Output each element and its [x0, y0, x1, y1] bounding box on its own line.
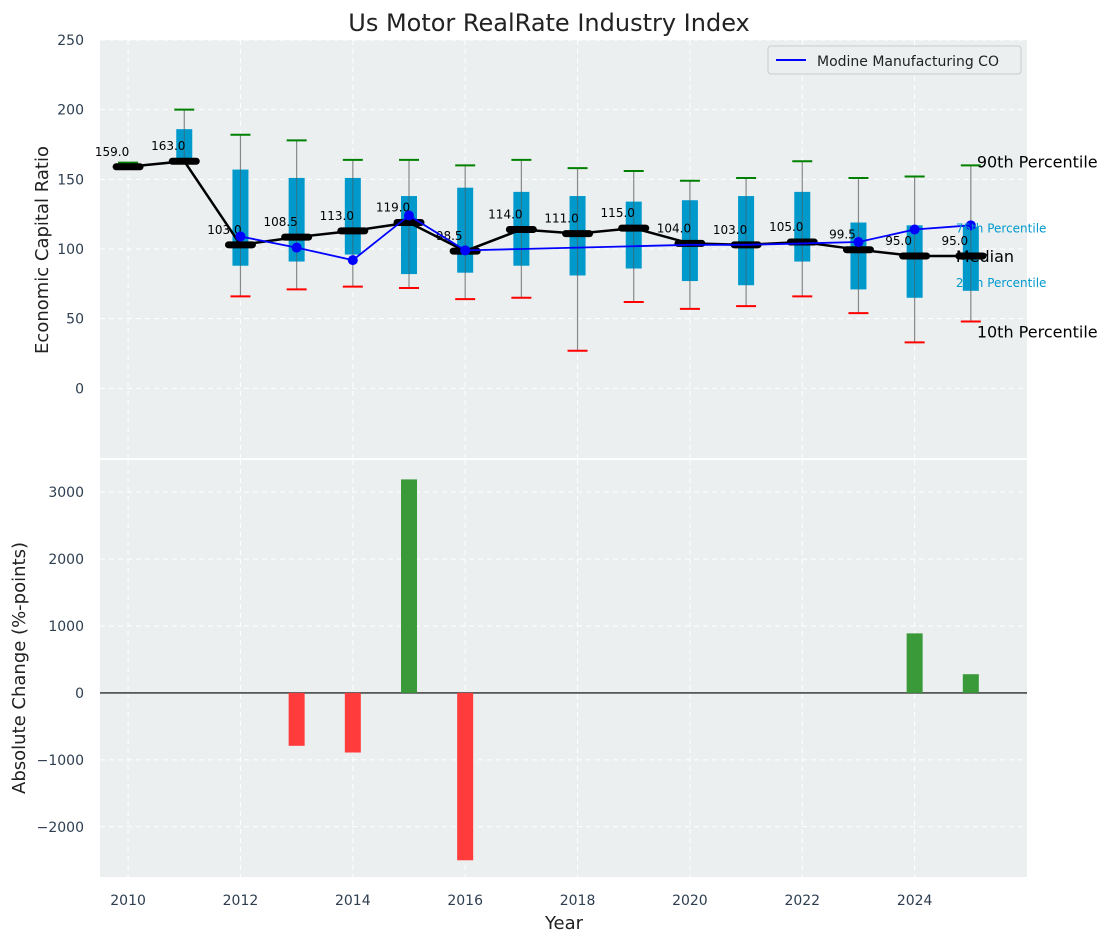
company-point: [291, 242, 302, 253]
top-y-tick-label: 150: [57, 172, 84, 188]
change-bar: [906, 633, 923, 693]
median-data-label: 108.5: [263, 215, 297, 229]
bottom-y-tick-label: 0: [75, 686, 84, 702]
x-axis-label: Year: [544, 913, 584, 934]
annotation-p25: 25th Percentile: [956, 276, 1047, 290]
bottom-y-tick-label: −1000: [37, 753, 84, 769]
median-data-label: 103.0: [713, 223, 747, 237]
x-tick-label: 2024: [897, 893, 933, 909]
company-point: [853, 237, 864, 248]
median-data-label: 103.0: [207, 223, 241, 237]
x-tick-label: 2010: [110, 893, 146, 909]
top-y-tick-label: 50: [66, 312, 84, 328]
chart-title: Us Motor RealRate Industry Index: [348, 9, 750, 37]
company-point: [965, 220, 976, 231]
median-data-label: 95.0: [885, 234, 912, 248]
median-data-label: 104.0: [657, 221, 691, 235]
change-bar: [962, 674, 979, 693]
median-data-label: 95.0: [941, 234, 968, 248]
median-data-label: 114.0: [488, 207, 522, 221]
median-line: [127, 159, 971, 258]
change-bar: [401, 479, 417, 693]
x-tick-label: 2012: [223, 893, 259, 909]
median-data-label: 99.5: [829, 228, 856, 242]
x-tick-label: 2020: [672, 893, 708, 909]
median-data-label: 119.0: [376, 201, 410, 215]
x-tick-label: 2014: [335, 893, 371, 909]
median-data-label: 163.0: [151, 139, 185, 153]
bottom-y-tick-label: 2000: [48, 552, 84, 568]
bottom-y-tick-label: −2000: [37, 820, 84, 836]
bottom-plot-area: [100, 460, 1027, 877]
bottom-y-tick-label: 1000: [48, 619, 84, 635]
median-data-label: 111.0: [544, 212, 578, 226]
change-bar: [344, 692, 361, 753]
top-y-axis-label: Economic Capital Ratio: [32, 146, 53, 354]
company-point: [909, 224, 920, 235]
bottom-y-axis-label: Absolute Change (%-points): [9, 542, 30, 794]
median-data-label: 113.0: [320, 209, 354, 223]
annotation-median: Median: [956, 247, 1014, 266]
x-tick-label: 2018: [560, 893, 596, 909]
company-point: [347, 255, 358, 266]
annotation-p75: 75th Percentile: [956, 222, 1047, 236]
top-y-tick-label: 100: [57, 242, 84, 258]
top-y-tick-label: 200: [57, 103, 84, 119]
median-data-label: 115.0: [601, 206, 635, 220]
company-point: [404, 210, 414, 221]
median-data-label: 98.5: [436, 229, 463, 243]
x-tick-label: 2016: [447, 893, 483, 909]
median-data-label: 159.0: [95, 145, 129, 159]
median-data-label: 105.0: [769, 220, 803, 234]
change-bar: [457, 692, 474, 861]
legend-box: [767, 45, 1022, 75]
company-line: [240, 214, 971, 262]
x-tick-label: 2022: [784, 893, 820, 909]
change-bar: [288, 692, 305, 746]
legend-company-label: Modine Manufacturing CO: [817, 54, 999, 70]
company-point: [235, 231, 246, 242]
annotation-p10: 10th Percentile: [977, 322, 1098, 341]
annotation-p90: 90th Percentile: [977, 152, 1098, 171]
company-point: [460, 245, 471, 256]
bottom-y-tick-label: 3000: [48, 485, 84, 501]
top-y-tick-label: 0: [75, 381, 84, 397]
top-y-tick-label: 250: [57, 33, 84, 49]
